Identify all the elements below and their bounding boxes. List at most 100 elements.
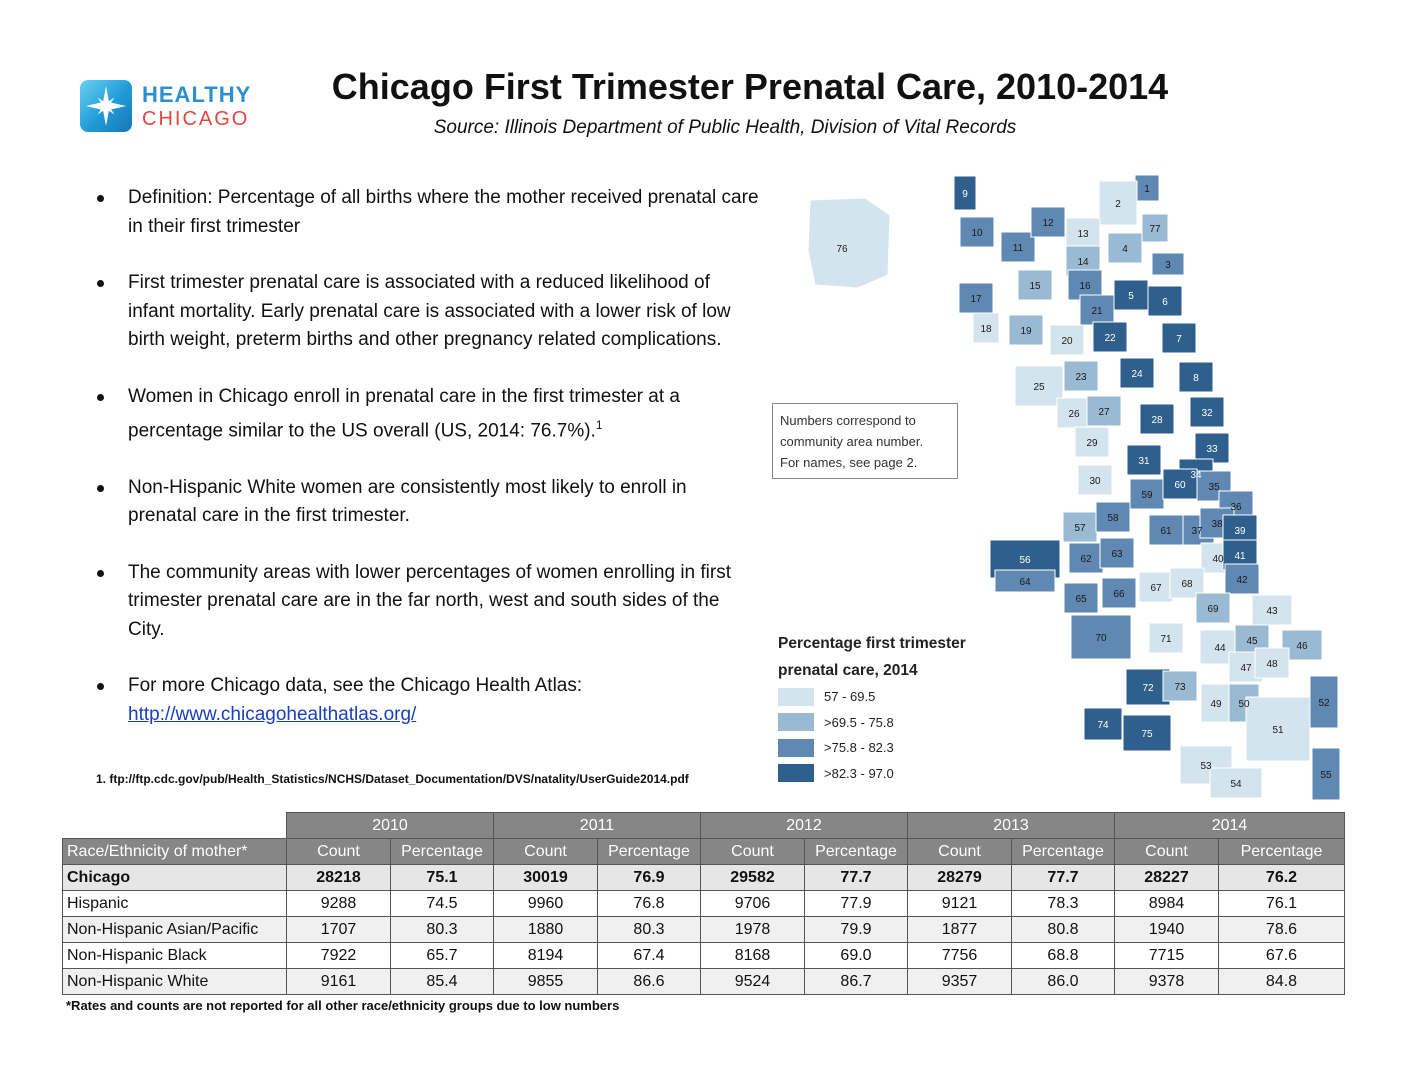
legend-item: >75.8 - 82.3: [778, 735, 1018, 761]
row-label: Hispanic: [62, 890, 287, 917]
health-atlas-link[interactable]: http://www.chicagohealthatlas.org/: [128, 703, 417, 725]
community-area-label: 10: [971, 228, 983, 239]
footnote: 1. ftp://ftp.cdc.gov/pub/Health_Statisti…: [96, 772, 689, 786]
percentage-cell: 85.4: [390, 968, 494, 995]
community-area-shape: [1151, 252, 1185, 276]
community-area-label: 54: [1230, 779, 1242, 790]
community-area-shape: [1147, 285, 1183, 317]
count-cell: 9357: [907, 968, 1012, 995]
community-area-shape: [1065, 217, 1101, 249]
row-header-label: Race/Ethnicity of mother*: [62, 838, 287, 865]
table-row-hispanic: Hispanic 9288 74.5 9960 76.8 9706 77.9 9…: [62, 890, 1345, 917]
percentage-cell: 77.7: [1011, 864, 1115, 891]
community-area-label: 4: [1122, 244, 1128, 255]
community-area-label: 56: [1019, 555, 1031, 566]
bullet-list: Definition: Percentage of all births whe…: [95, 184, 760, 757]
community-area-shape: [1162, 468, 1198, 500]
percentage-cell: 76.2: [1218, 864, 1345, 891]
community-area-label: 16: [1079, 281, 1091, 292]
community-area-shape: [1134, 174, 1160, 202]
percentage-cell: 84.8: [1218, 968, 1345, 995]
percentage-header: Percentage: [804, 838, 908, 865]
community-area-label: 46: [1296, 641, 1308, 652]
community-area-shape: [1162, 670, 1198, 702]
footnote-marker: 1: [595, 418, 603, 432]
community-area-label: 20: [1061, 336, 1073, 347]
percentage-cell: 75.1: [390, 864, 494, 891]
community-area-shape: [1309, 675, 1339, 729]
percentage-cell: 77.7: [804, 864, 908, 891]
community-area-shape: [1063, 360, 1099, 392]
community-area-label: 31: [1138, 456, 1150, 467]
count-cell: 9161: [286, 968, 391, 995]
healthy-chicago-logo: HEALTHY CHICAGO: [80, 80, 270, 134]
community-area-shape: [1030, 206, 1066, 238]
community-area-label: 48: [1266, 659, 1278, 670]
count-cell: 1880: [493, 916, 598, 943]
community-area-shape: [1101, 577, 1137, 609]
community-area-label: 51: [1272, 725, 1284, 736]
prenatal-care-table: 2010 2011 2012 2013 2014 Race/Ethnicity …: [62, 812, 1345, 995]
percentage-cell: 80.8: [1011, 916, 1115, 943]
community-area-label: 64: [1019, 577, 1031, 588]
bullet-health-atlas: For more Chicago data, see the Chicago H…: [95, 672, 760, 729]
bullet-association: First trimester prenatal care is associa…: [95, 269, 760, 355]
legend-swatch: [778, 764, 814, 783]
legend-label: 57 - 69.5: [824, 689, 876, 705]
percentage-header: Percentage: [1218, 838, 1345, 865]
community-area-label: 67: [1150, 583, 1162, 594]
table-note: *Rates and counts are not reported for a…: [66, 998, 620, 1013]
community-area-shape: [1008, 314, 1044, 346]
community-area-label: 5: [1128, 291, 1134, 302]
logo-text-chicago: CHICAGO: [142, 108, 250, 130]
community-area-shape: [1122, 714, 1172, 752]
community-area-label: 77: [1149, 224, 1161, 235]
count-cell: 7756: [907, 942, 1012, 969]
community-area-label: 49: [1210, 699, 1222, 710]
percentage-cell: 76.8: [597, 890, 701, 917]
community-area-shape: [1224, 563, 1260, 595]
count-header: Count: [907, 838, 1012, 865]
row-label: Chicago: [62, 864, 287, 891]
community-area-label: 2: [1115, 199, 1121, 210]
legend-swatch: [778, 738, 814, 757]
community-area-shape: [1148, 622, 1184, 654]
community-area-label: 18: [980, 324, 992, 335]
legend-label: >82.3 - 97.0: [824, 765, 894, 781]
count-header: Count: [493, 838, 598, 865]
community-area-shape: [1056, 397, 1092, 429]
percentage-cell: 65.7: [390, 942, 494, 969]
community-area-label: 1: [1144, 184, 1150, 195]
community-area-shape: [1195, 592, 1231, 624]
count-header: Count: [1114, 838, 1219, 865]
community-area-label: 21: [1091, 306, 1103, 317]
year-header: 2011: [493, 812, 701, 839]
legend-label: >75.8 - 82.3: [824, 740, 894, 756]
percentage-cell: 78.3: [1011, 890, 1115, 917]
percentage-cell: 86.6: [597, 968, 701, 995]
community-area-shape: [1178, 361, 1214, 393]
community-area-label: 50: [1238, 699, 1250, 710]
percentage-cell: 67.4: [597, 942, 701, 969]
percentage-cell: 80.3: [597, 916, 701, 943]
community-area-shape: [1000, 231, 1036, 263]
community-area-label: 66: [1113, 589, 1125, 600]
community-area-shape: [1254, 647, 1290, 679]
community-area-label: 74: [1097, 720, 1109, 731]
community-area-label: 34: [1190, 470, 1202, 481]
community-area-label: 23: [1075, 372, 1087, 383]
community-area-shape: [1189, 396, 1225, 428]
percentage-cell: 86.0: [1011, 968, 1115, 995]
community-area-label: 58: [1107, 513, 1119, 524]
legend-label: >69.5 - 75.8: [824, 714, 894, 730]
row-label: Non-Hispanic White: [62, 968, 287, 995]
community-area-label: 47: [1240, 663, 1252, 674]
percentage-header: Percentage: [390, 838, 494, 865]
community-area-shape: [1209, 767, 1263, 799]
count-cell: 7922: [286, 942, 391, 969]
community-area-shape: [1083, 707, 1123, 741]
year-header: 2010: [286, 812, 494, 839]
map-note-box: Numbers correspond to community area num…: [772, 403, 958, 479]
community-area-shape: [958, 282, 994, 314]
map-legend: Percentage first trimester prenatal care…: [778, 630, 1018, 786]
